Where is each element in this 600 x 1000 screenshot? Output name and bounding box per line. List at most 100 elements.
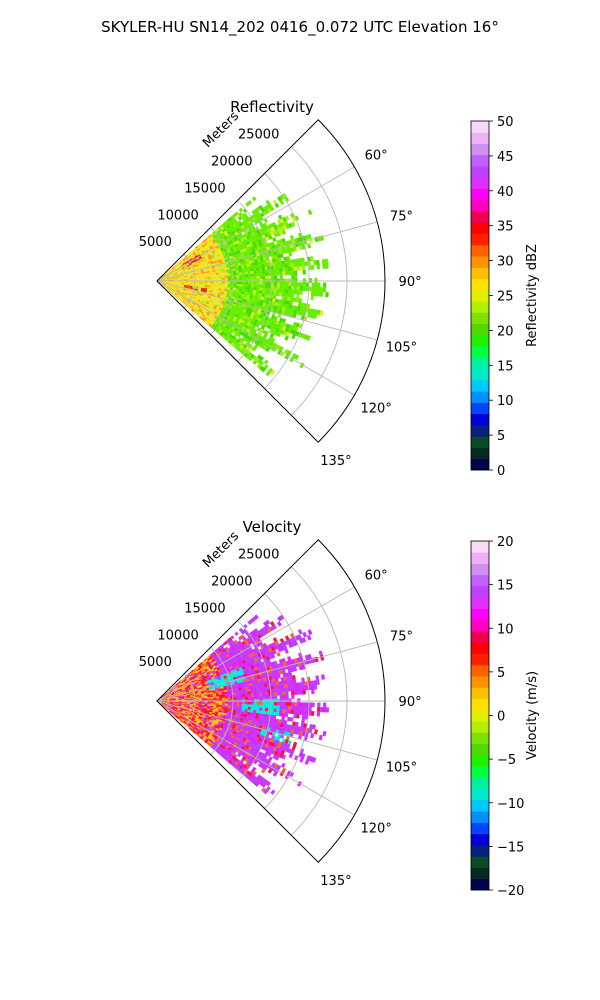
- data-cell: [305, 702, 309, 707]
- data-cell: [275, 681, 280, 686]
- data-cell: [256, 284, 260, 288]
- data-cell: [262, 695, 266, 700]
- data-cell: [239, 694, 243, 698]
- data-cell: [285, 285, 289, 290]
- colorbar-tick-label: 30: [497, 255, 514, 270]
- data-cell: [282, 687, 286, 692]
- data-cell: [238, 689, 243, 693]
- data-cell: [256, 281, 260, 286]
- data-cell: [291, 286, 295, 291]
- data-cell: [255, 290, 260, 294]
- data-cell: [321, 674, 325, 680]
- colorbar-segment: [471, 458, 489, 471]
- data-cell: [236, 697, 240, 700]
- data-cell: [282, 691, 286, 696]
- data-cell: [288, 251, 293, 257]
- data-cell: [253, 276, 257, 280]
- data-cell: [288, 282, 292, 287]
- data-cell: [265, 692, 269, 697]
- colorbar-segment: [471, 822, 489, 835]
- colorbar-segment: [471, 121, 489, 133]
- data-cell: [236, 281, 240, 285]
- data-cell: [322, 287, 327, 293]
- data-cell: [227, 277, 232, 280]
- data-cell: [272, 237, 277, 242]
- data-cell: [276, 268, 280, 273]
- data-cell: [207, 696, 211, 699]
- data-cell: [239, 696, 243, 700]
- data-cell: [316, 259, 320, 265]
- data-cell: [301, 677, 305, 683]
- colorbar-tick-label: −10: [497, 797, 524, 812]
- data-cell: [302, 706, 307, 712]
- data-cell: [273, 695, 278, 700]
- colorbar-segment: [471, 312, 489, 325]
- data-cell: [219, 277, 223, 281]
- data-cell: [261, 263, 265, 268]
- data-cell: [278, 264, 283, 269]
- azimuth-tick-label: 105°: [386, 761, 417, 776]
- data-cell: [250, 276, 255, 280]
- data-cell: [216, 276, 220, 279]
- data-cell: [285, 709, 289, 714]
- data-cell: [264, 686, 268, 691]
- data-cell: [213, 701, 217, 704]
- data-cell: [239, 286, 243, 290]
- panel-title: Velocity: [243, 518, 302, 536]
- data-cell: [293, 289, 298, 295]
- data-cell: [302, 265, 306, 271]
- data-cell: [250, 704, 255, 708]
- data-cell: [290, 686, 295, 692]
- colorbar-segment: [471, 256, 489, 268]
- data-cell: [247, 286, 252, 291]
- data-cell: [287, 709, 292, 714]
- data-cell: [322, 263, 326, 269]
- colorbar-segment: [471, 154, 489, 167]
- data-cell: [210, 281, 214, 284]
- data-cell: [221, 275, 226, 279]
- data-cell: [314, 278, 318, 283]
- data-cell: [290, 709, 295, 715]
- data-cell: [242, 701, 246, 705]
- data-cell: [244, 284, 249, 288]
- data-cell: [273, 685, 277, 690]
- colorbar-segment: [471, 754, 489, 767]
- colorbar-segment: [471, 687, 489, 700]
- radial-tick-label: 20000: [211, 575, 252, 590]
- colorbar-segment: [471, 833, 489, 846]
- data-cell: [262, 281, 266, 286]
- data-cell: [279, 708, 283, 713]
- data-cell: [284, 712, 289, 718]
- data-cell: [250, 691, 254, 695]
- data-cell: [310, 684, 315, 690]
- data-cell: [250, 688, 254, 692]
- data-cell: [296, 266, 300, 271]
- data-cell: [280, 762, 286, 769]
- data-cell: [302, 286, 307, 292]
- colorbar-tick-label: 0: [497, 464, 505, 479]
- data-cell: [279, 695, 283, 700]
- data-cell: [259, 693, 263, 697]
- colorbar-segment: [471, 244, 489, 257]
- data-cell: [256, 696, 260, 700]
- data-cell: [255, 687, 260, 692]
- data-cell: [318, 650, 324, 657]
- data-cell: [276, 691, 280, 696]
- data-cell: [247, 706, 252, 711]
- data-cell: [213, 698, 217, 701]
- data-cell: [306, 634, 312, 641]
- data-cell: [317, 287, 321, 292]
- colorbar-tick-label: 5: [497, 666, 505, 681]
- data-cell: [302, 702, 307, 707]
- colorbar-segment: [471, 289, 489, 302]
- data-cell: [259, 704, 263, 709]
- data-cell: [305, 282, 309, 287]
- data-cell: [250, 284, 255, 288]
- data-cell: [317, 702, 321, 708]
- data-cell: [250, 701, 255, 705]
- data-cell: [241, 689, 246, 693]
- data-cell: [319, 707, 324, 713]
- data-cell: [271, 702, 275, 706]
- data-cell: [227, 281, 232, 284]
